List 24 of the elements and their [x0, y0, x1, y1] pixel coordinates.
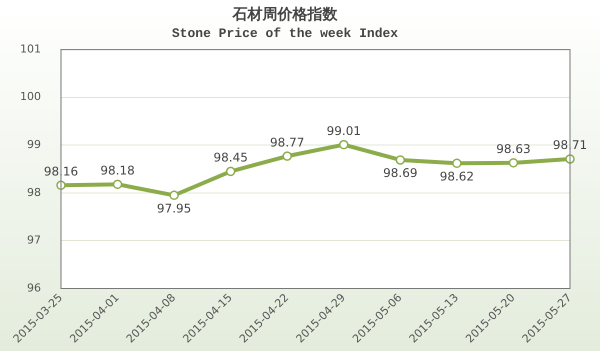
point	[396, 155, 406, 165]
data-label: 97.95	[156, 201, 192, 216]
data-label: 98.62	[440, 169, 474, 184]
point	[282, 151, 292, 161]
y-tick-label: 96	[26, 281, 41, 294]
chart-subtitle: Stone Price of the week Index	[172, 26, 398, 42]
y-tick-label: 97	[26, 234, 41, 247]
data-label: 98.45	[213, 150, 248, 165]
y-tick-label: 98	[26, 186, 41, 199]
data-label: 99.01	[326, 124, 361, 138]
point	[112, 180, 122, 190]
point	[226, 166, 236, 176]
point	[169, 190, 179, 200]
data-label: 98.77	[270, 135, 304, 150]
point	[452, 158, 462, 168]
data-label: 98.69	[383, 166, 418, 180]
chart-title: 石材周价格指数	[232, 4, 338, 23]
y-tick-label: 101	[20, 42, 41, 56]
y-tick-label: 99	[26, 138, 41, 152]
point	[339, 140, 349, 150]
data-label: 98.63	[496, 142, 531, 156]
point	[508, 158, 518, 168]
data-label: 98.18	[100, 163, 135, 178]
y-tick-label: 100	[20, 90, 41, 104]
